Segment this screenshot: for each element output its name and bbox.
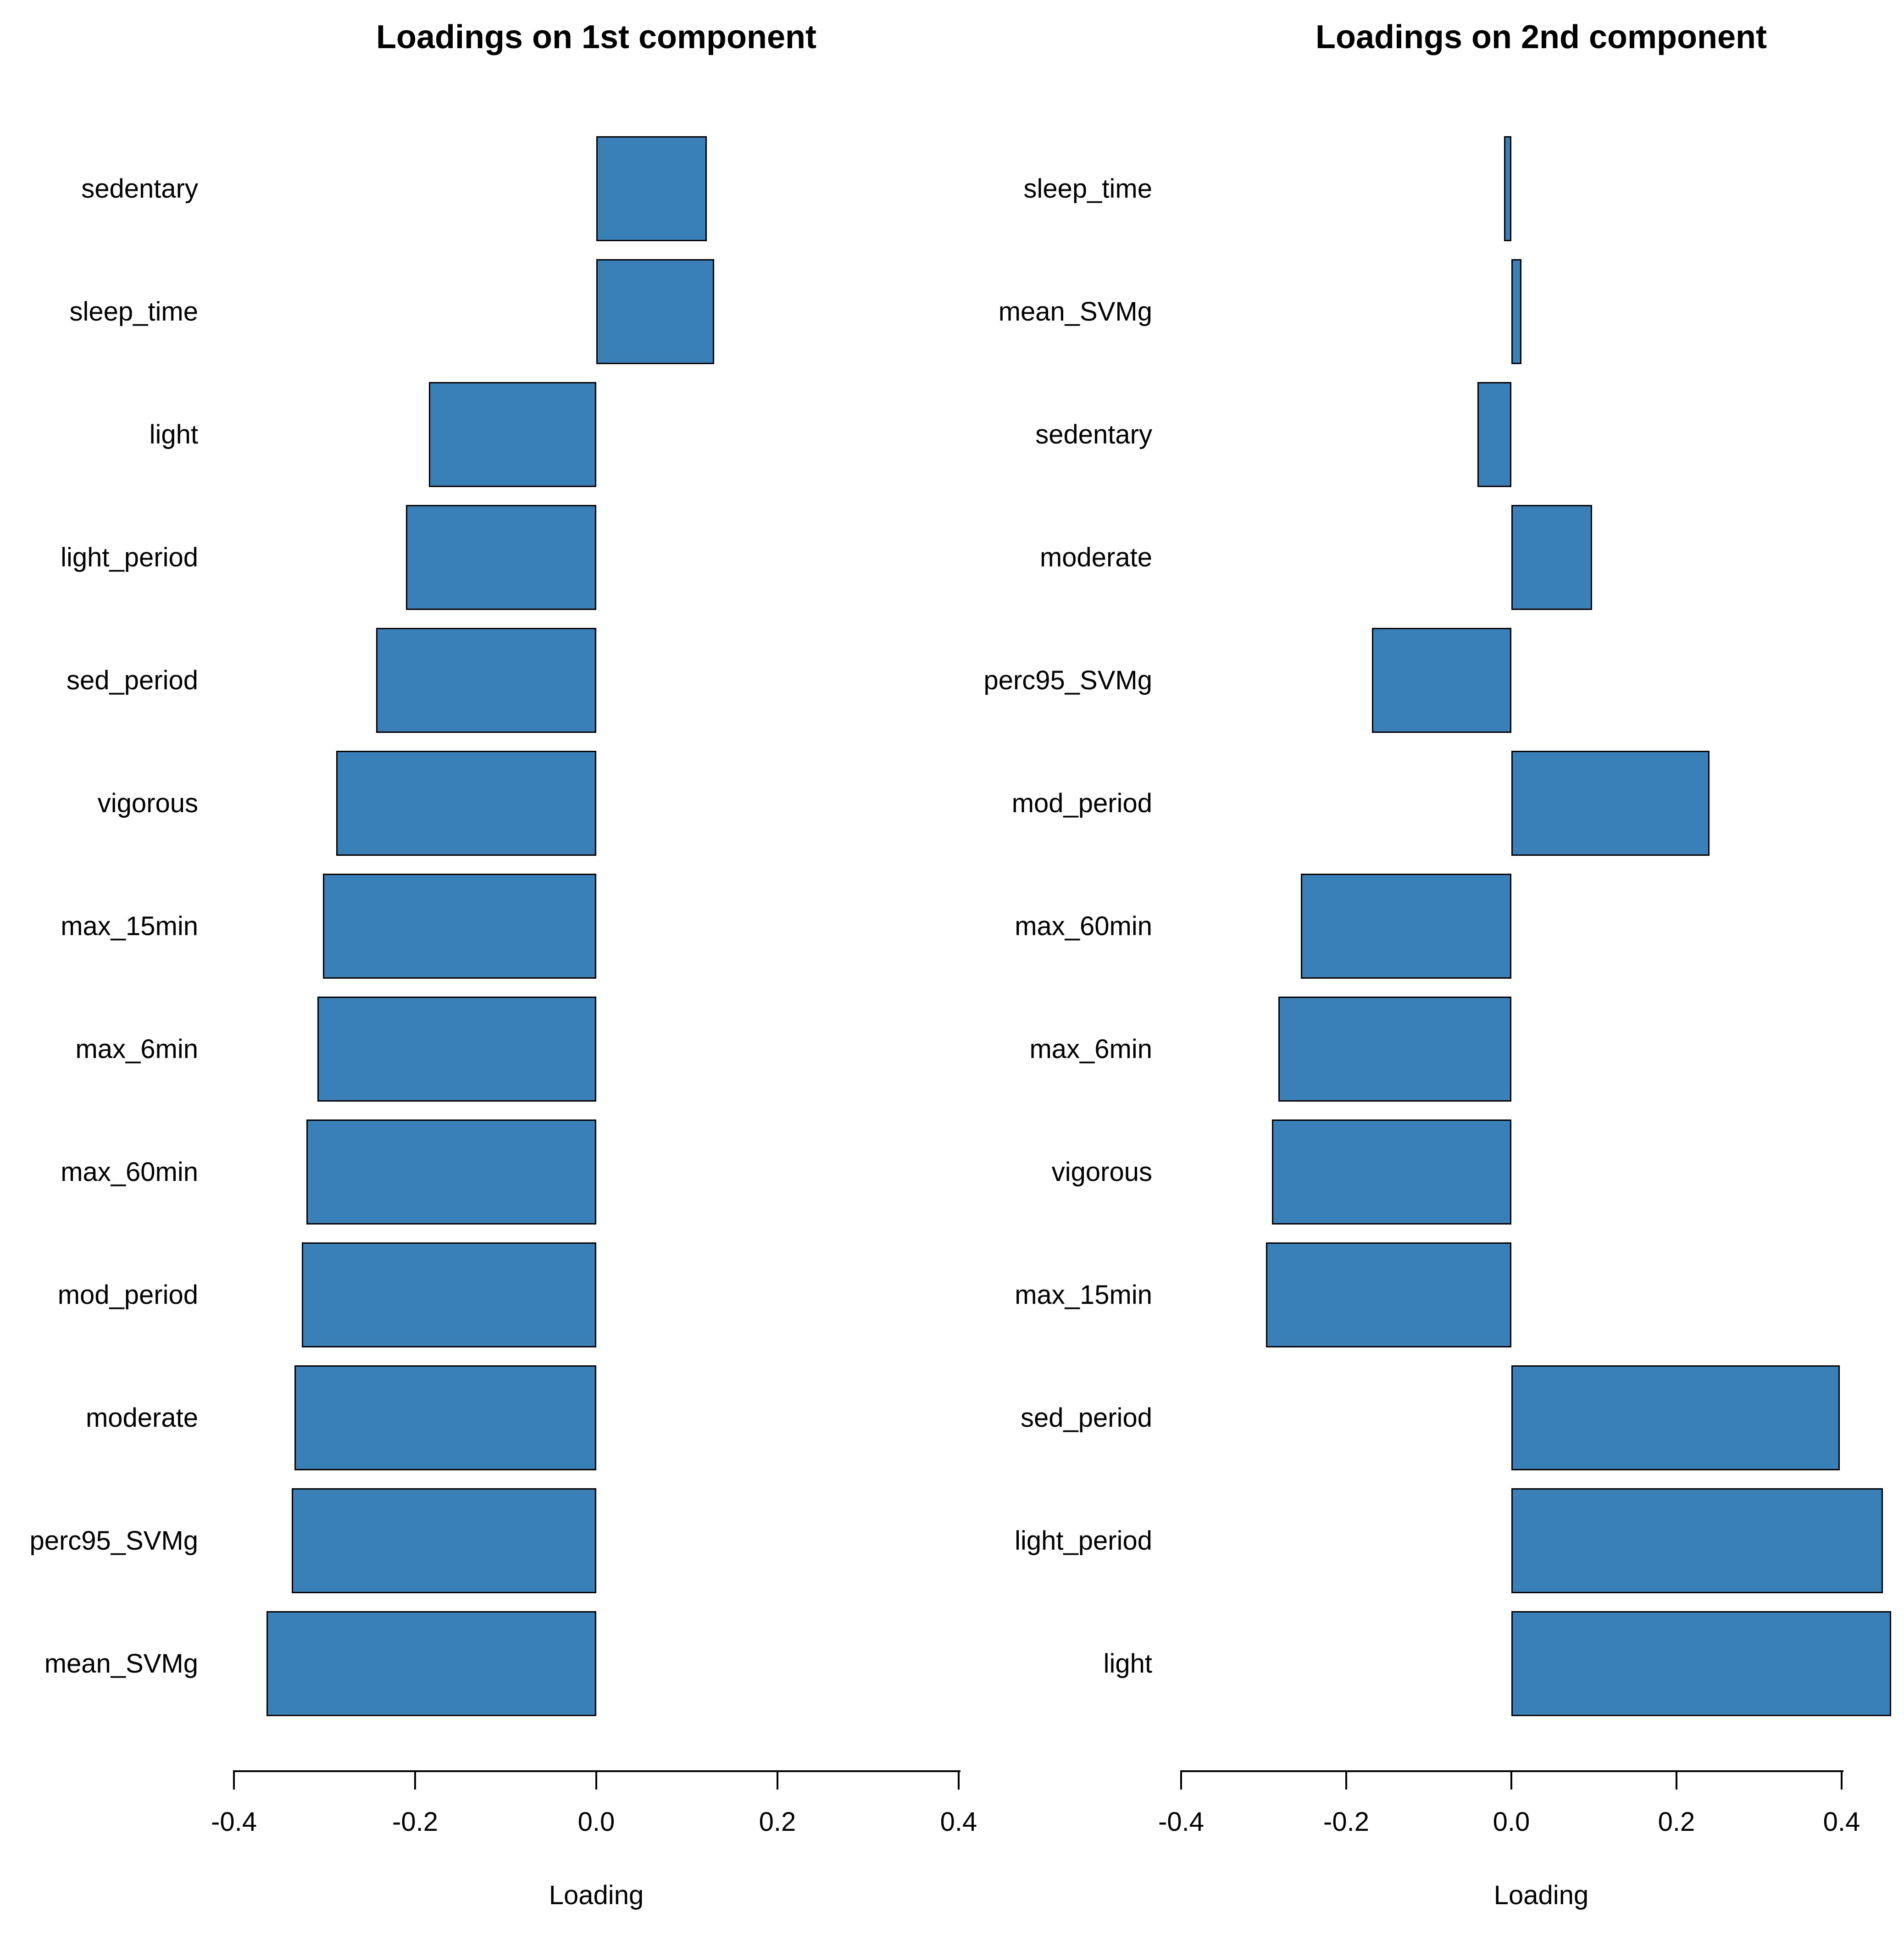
x-tick-0.4	[958, 1770, 960, 1790]
ylabel-light: light	[1103, 1648, 1152, 1679]
panel-1-x-axis-label: Loading	[549, 1880, 644, 1910]
ylabel-mod_period: mod_period	[1011, 788, 1152, 818]
x-tick-0.0	[1510, 1770, 1512, 1790]
bar-max_15min	[1266, 1242, 1511, 1347]
x-axis-line	[234, 1770, 960, 1772]
x-tick--0.4	[1180, 1770, 1182, 1790]
bar-sleep_time	[1504, 136, 1511, 241]
ylabel-mod_period: mod_period	[57, 1280, 198, 1310]
x-tick-0.0	[595, 1770, 597, 1790]
x-tick-label--0.4: -0.4	[211, 1807, 257, 1837]
ylabel-moderate: moderate	[85, 1402, 198, 1433]
x-tick-label-0.0: 0.0	[1493, 1807, 1530, 1837]
bar-sedentary	[1477, 382, 1511, 487]
panel-2-title: Loadings on 2nd component	[1316, 19, 1767, 55]
bar-sed_period	[1511, 1365, 1840, 1470]
x-tick-label-0.4: 0.4	[1823, 1807, 1860, 1837]
bar-vigorous	[1272, 1119, 1511, 1225]
panel-2-x-axis-label: Loading	[1493, 1880, 1589, 1910]
ylabel-vigorous: vigorous	[1051, 1157, 1152, 1187]
x-tick-label-0.0: 0.0	[577, 1807, 615, 1837]
bar-moderate	[1511, 505, 1593, 610]
x-axis-line	[1181, 1770, 1843, 1772]
x-tick-label-0.4: 0.4	[940, 1807, 977, 1837]
bar-max_60min	[306, 1119, 596, 1225]
ylabel-max_6min: max_6min	[75, 1034, 198, 1064]
bar-perc95_SVMg	[292, 1488, 596, 1593]
ylabel-perc95_SVMg: perc95_SVMg	[983, 665, 1152, 695]
bar-mean_SVMg	[266, 1611, 596, 1716]
ylabel-sed_period: sed_period	[1021, 1402, 1152, 1433]
bar-mod_period	[1511, 751, 1710, 856]
x-tick-label--0.2: -0.2	[392, 1807, 438, 1837]
ylabel-max_15min: max_15min	[61, 911, 198, 941]
bar-max_6min	[1278, 997, 1511, 1102]
ylabel-mean_SVMg: mean_SVMg	[998, 296, 1152, 327]
ylabel-sedentary: sedentary	[81, 173, 198, 204]
bar-mod_period	[302, 1242, 596, 1347]
x-tick-0.4	[1841, 1770, 1843, 1790]
bar-moderate	[294, 1365, 596, 1470]
bar-mean_SVMg	[1511, 259, 1521, 364]
bar-light_period	[406, 505, 596, 610]
ylabel-max_60min: max_60min	[1015, 911, 1152, 941]
x-tick-label-0.2: 0.2	[1658, 1807, 1695, 1837]
bar-max_60min	[1301, 874, 1511, 979]
bar-light	[428, 382, 596, 487]
ylabel-max_6min: max_6min	[1029, 1034, 1152, 1064]
ylabel-sleep_time: sleep_time	[1023, 173, 1152, 204]
ylabel-max_60min: max_60min	[61, 1157, 198, 1187]
panel-1-title: Loadings on 1st component	[376, 19, 816, 55]
x-tick-label--0.4: -0.4	[1158, 1807, 1204, 1837]
x-tick-0.2	[777, 1770, 778, 1790]
x-tick-label-0.2: 0.2	[759, 1807, 796, 1837]
bar-perc95_SVMg	[1371, 628, 1511, 733]
bar-max_15min	[322, 874, 596, 979]
ylabel-sedentary: sedentary	[1035, 419, 1152, 449]
x-tick--0.2	[1345, 1770, 1347, 1790]
bar-max_6min	[317, 997, 596, 1102]
bar-sed_period	[376, 628, 596, 733]
x-tick-0.2	[1676, 1770, 1677, 1790]
ylabel-moderate: moderate	[1039, 542, 1152, 572]
ylabel-light: light	[149, 419, 198, 449]
ylabel-sed_period: sed_period	[67, 665, 198, 695]
bar-sedentary	[596, 136, 707, 241]
bar-sleep_time	[596, 259, 714, 364]
ylabel-light_period: light_period	[1015, 1525, 1152, 1556]
bar-light_period	[1511, 1488, 1883, 1593]
ylabel-perc95_SVMg: perc95_SVMg	[29, 1525, 198, 1556]
ylabel-mean_SVMg: mean_SVMg	[44, 1648, 198, 1679]
x-tick-label--0.2: -0.2	[1323, 1807, 1369, 1837]
ylabel-sleep_time: sleep_time	[69, 296, 198, 327]
x-tick--0.4	[233, 1770, 235, 1790]
ylabel-light_period: light_period	[61, 542, 198, 572]
x-tick--0.2	[414, 1770, 416, 1790]
bar-light	[1511, 1611, 1891, 1716]
bar-vigorous	[336, 751, 596, 856]
ylabel-max_15min: max_15min	[1015, 1280, 1152, 1310]
ylabel-vigorous: vigorous	[97, 788, 198, 818]
